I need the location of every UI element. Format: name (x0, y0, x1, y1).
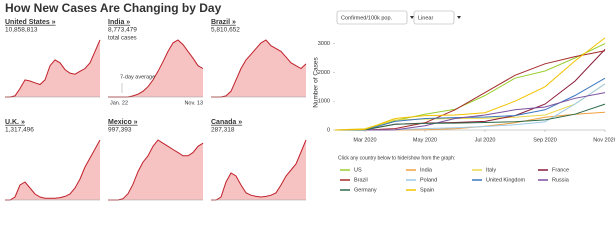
dropdown-label: Confirmed/100k pop. (341, 15, 393, 21)
series-line (334, 37, 606, 131)
panel-total: 5,810,652 (211, 27, 240, 34)
legend-label[interactable]: Poland (420, 177, 437, 183)
panel-note: total cases (108, 36, 137, 42)
panel-name[interactable]: United States » (5, 19, 56, 26)
panel-line (211, 39, 307, 98)
dropdown[interactable] (336, 10, 408, 25)
panel-area (5, 140, 100, 200)
page-title: How New Cases Are Changing by Day (5, 1, 222, 15)
x-tick-label: Jul 2020 (475, 137, 496, 143)
dropdown[interactable] (413, 10, 455, 25)
page: How New Cases Are Changing by Day United… (5, 1, 615, 201)
panel-area (108, 140, 203, 200)
y-tick-label: 0 (327, 127, 330, 133)
panel-total: 8,773,479 (108, 27, 137, 34)
series-line (335, 92, 606, 131)
panel-line (5, 139, 101, 201)
y-tick-label: 2000 (318, 70, 330, 76)
annotation: Nov. 13 (184, 100, 203, 106)
panel-line (108, 139, 204, 201)
annotation: Jan. 22 (110, 100, 128, 106)
legend-label[interactable]: India (420, 167, 433, 173)
series-line (334, 103, 606, 131)
y-tick-label: 1000 (318, 99, 330, 105)
y-tick-label: 3000 (318, 41, 330, 47)
x-tick-label: May 2020 (413, 137, 437, 143)
panel-total: 287,318 (211, 127, 235, 134)
legend-label[interactable]: US (354, 167, 362, 173)
x-tick-label: Mar 2020 (353, 137, 376, 143)
panel-total: 10,858,813 (5, 27, 38, 34)
x-tick-label: Sep 2020 (533, 137, 557, 143)
panel-area (211, 140, 306, 200)
legend-label[interactable]: Brazil (354, 177, 368, 183)
y-axis-title: Number of Cases (313, 56, 320, 107)
legend-label[interactable]: France (552, 167, 569, 173)
panel-name[interactable]: India » (108, 19, 130, 26)
dropdown-arrow (410, 16, 414, 19)
panel-total: 997,393 (108, 127, 132, 134)
x-tick-label: Nov 2020 (593, 137, 615, 143)
panel-area (211, 40, 306, 97)
legend-label[interactable]: United Kingdom (486, 177, 526, 183)
panel-line (5, 39, 101, 98)
dropdown-arrow (457, 16, 461, 19)
series-line (335, 50, 606, 131)
legend-label[interactable]: Italy (486, 167, 496, 173)
legend-note: Click any country below to hide/show fro… (338, 155, 455, 161)
legend-label[interactable]: Russia (552, 177, 570, 183)
panel-area (5, 40, 100, 97)
panel-name[interactable]: Canada » (211, 119, 242, 126)
annotation: 7-day average (120, 74, 155, 80)
panel-name[interactable]: Brazil » (211, 19, 236, 26)
dropdown-label: Linear (418, 15, 433, 21)
legend-label[interactable]: Spain (420, 187, 434, 193)
panel-name[interactable]: Mexico » (108, 119, 138, 126)
legend-label[interactable]: Germany (354, 187, 377, 193)
panel-name[interactable]: U.K. » (5, 119, 25, 126)
panel-total: 1,317,496 (5, 127, 34, 134)
panel-area (108, 40, 203, 97)
panel-line (211, 139, 307, 201)
